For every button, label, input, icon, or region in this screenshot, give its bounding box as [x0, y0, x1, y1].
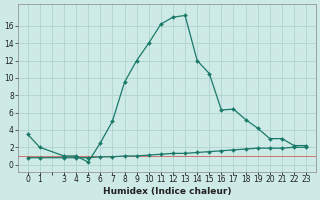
X-axis label: Humidex (Indice chaleur): Humidex (Indice chaleur)	[103, 187, 231, 196]
